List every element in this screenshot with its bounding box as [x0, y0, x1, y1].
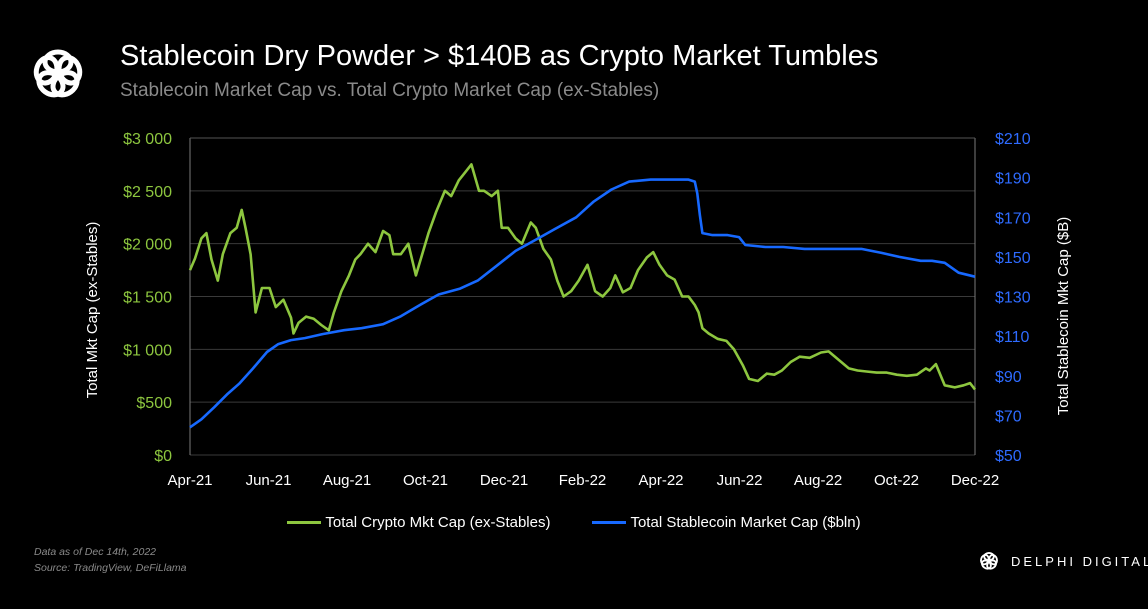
y-right-tick-label: $150	[995, 250, 1031, 267]
y-left-tick-label: $3 000	[123, 131, 172, 148]
x-tick-label: Aug-22	[794, 472, 842, 489]
footnote-source: Source: TradingView, DeFiLlama	[34, 562, 187, 574]
y-right-tick-label: $70	[995, 408, 1022, 425]
chart-title: Stablecoin Dry Powder > $140B as Crypto …	[120, 40, 879, 72]
x-tick-label: Oct-21	[403, 472, 448, 489]
y-right-tick-label: $90	[995, 369, 1022, 386]
legend-swatch-crypto	[287, 520, 322, 524]
legend-item-stablecoin[interactable]: Total Stablecoin Market Cap ($bln)	[592, 511, 861, 533]
delphi-knot-logo-icon	[33, 49, 83, 98]
series-line-stablecoin	[189, 178, 976, 429]
brand-mark: DELPHI DIGITAL	[975, 544, 1148, 578]
chart-legend: Total Crypto Mkt Cap (ex-Stables) Total …	[0, 511, 1148, 533]
chart-subtitle: Stablecoin Market Cap vs. Total Crypto M…	[120, 80, 660, 101]
footnote: Data as of Dec 14th, 2022 Source: Tradin…	[34, 544, 187, 576]
series-line-crypto	[188, 163, 977, 391]
y-right-tick-label: $130	[995, 290, 1031, 307]
x-tick-label: Dec-22	[951, 472, 999, 489]
x-tick-label: Jun-22	[717, 472, 763, 489]
delphi-small-logo-icon	[980, 551, 998, 570]
footnote-date: Data as of Dec 14th, 2022	[34, 546, 156, 558]
legend-label-stablecoin: Total Stablecoin Market Cap ($bln)	[630, 513, 861, 531]
legend-label-crypto: Total Crypto Mkt Cap (ex-Stables)	[325, 513, 551, 531]
gridlines	[190, 137, 975, 456]
x-tick-label: Jun-21	[246, 472, 292, 489]
x-tick-label: Dec-21	[480, 472, 528, 489]
x-tick-label: Aug-21	[323, 472, 371, 489]
y-right-tick-label: $170	[995, 210, 1031, 227]
y-axis-right-label: Total Stablecoin Mkt Cap ($B)	[1055, 217, 1072, 415]
y-right-tick-label: $190	[995, 171, 1031, 188]
y-left-tick-label: $1 000	[123, 342, 172, 359]
brand-name: DELPHI DIGITAL	[1011, 553, 1148, 569]
legend-swatch-stablecoin	[592, 520, 627, 524]
x-tick-label: Feb-22	[559, 472, 607, 489]
y-left-tick-label: $1 500	[123, 290, 172, 307]
y-left-tick-label: $0	[154, 448, 172, 465]
y-left-tick-label: $500	[136, 395, 172, 412]
x-tick-label: Apr-22	[638, 472, 683, 489]
axes: $0 $500 $1 000 $1 500 $2 000 $2 500 $3 000 $50 $…	[123, 131, 1031, 489]
y-right-tick-label: $110	[995, 329, 1030, 346]
x-tick-label: Oct-22	[874, 472, 919, 489]
x-tick-label: Apr-21	[167, 472, 212, 489]
y-axis-left-label: Total Mkt Cap (ex-Stables)	[84, 222, 101, 399]
series	[188, 163, 977, 429]
y-left-tick-label: $2 500	[123, 184, 172, 201]
y-right-tick-label: $50	[995, 448, 1022, 465]
y-left-tick-label: $2 000	[123, 237, 172, 254]
legend-item-crypto[interactable]: Total Crypto Mkt Cap (ex-Stables)	[287, 511, 550, 533]
y-right-tick-label: $210	[995, 131, 1031, 148]
